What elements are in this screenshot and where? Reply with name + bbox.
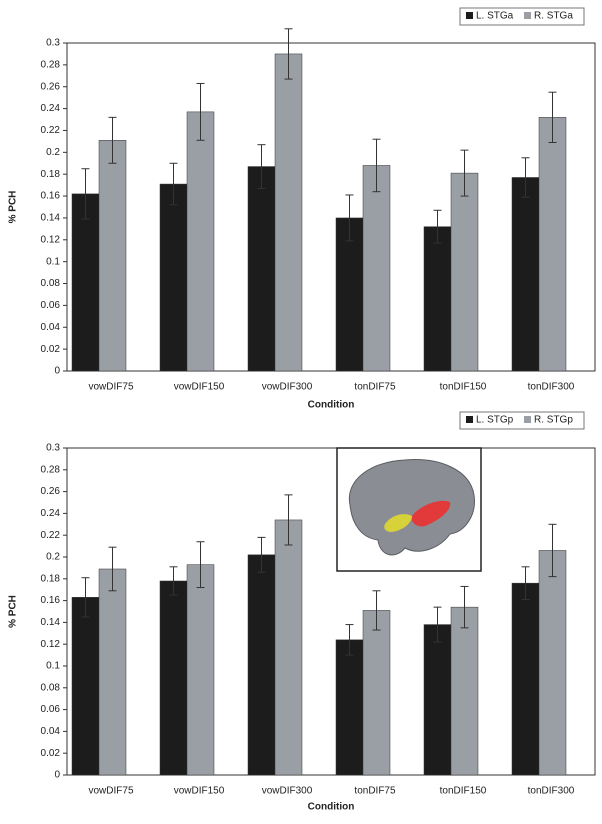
bar	[538, 550, 567, 776]
y-axis-title: % PCH	[8, 595, 19, 628]
bar	[247, 166, 276, 372]
y-tick-label: 0.24	[41, 508, 61, 519]
bar	[71, 193, 100, 372]
legend-swatch	[524, 416, 531, 423]
y-tick-label: 0	[54, 366, 60, 377]
bar	[159, 580, 188, 776]
bar	[423, 226, 452, 372]
y-tick-label: 0.12	[41, 234, 61, 245]
y-tick-label: 0.2	[46, 147, 60, 158]
bar	[186, 111, 215, 372]
chart: 0 0.02 0.04 0.06 0.08 0.1 0.12 0.14 0.16 0.18 0.2 0…	[8, 7, 596, 411]
bar	[274, 53, 303, 372]
x-tick-label: vowDIF300	[262, 382, 313, 393]
region-posterior	[411, 500, 451, 527]
plot-frame	[66, 447, 596, 776]
y-tick-label: 0.14	[41, 617, 61, 628]
bar	[450, 606, 479, 776]
x-axis-title: Condition	[308, 802, 355, 813]
x-tick-label: vowDIF300	[262, 786, 313, 797]
legend-label: L. STGp	[476, 415, 514, 426]
x-tick-label: vowDIF150	[174, 382, 225, 393]
bar	[186, 564, 215, 776]
chart: 0 0.02 0.04 0.06 0.08 0.1 0.12 0.14 0.16 0.18 0.2 0…	[8, 411, 596, 813]
brain	[348, 459, 475, 556]
legend-frame	[459, 411, 585, 430]
y-tick-label: 0.08	[41, 682, 61, 693]
y-tick-label: 0.16	[41, 595, 61, 606]
y-tick-label: 0	[54, 770, 60, 781]
y-tick-label: 0.16	[41, 191, 61, 202]
y-tick-label: 0.06	[41, 704, 61, 715]
y-tick-label: 0.26	[41, 81, 61, 92]
y-tick-label: 0.3	[46, 38, 60, 49]
plot-frame	[66, 42, 596, 372]
legend-swatch	[466, 12, 473, 19]
y-tick-label: 0.02	[41, 344, 61, 355]
y-tick-label: 0.24	[41, 103, 61, 114]
x-tick-label: vowDIF75	[88, 382, 133, 393]
legend-swatch	[466, 416, 473, 423]
bar	[423, 624, 452, 776]
bar	[98, 140, 127, 372]
y-tick-label: 0.04	[41, 726, 61, 737]
y-tick-label: 0.28	[41, 464, 61, 475]
bar	[538, 117, 567, 372]
y-tick-label: 0.1	[46, 661, 60, 672]
brain-inset	[336, 447, 482, 572]
legend-frame	[459, 7, 585, 26]
region-anterior	[384, 514, 412, 532]
x-tick-label: tonDIF300	[528, 382, 575, 393]
legend-label: R. STGa	[534, 11, 573, 22]
bar	[362, 610, 391, 776]
bar	[335, 639, 364, 776]
y-tick-label: 0.18	[41, 573, 61, 584]
x-tick-label: tonDIF150	[440, 382, 487, 393]
bar	[450, 172, 479, 372]
bar	[511, 177, 540, 372]
y-tick-label: 0.2	[46, 552, 60, 563]
bar	[362, 165, 391, 372]
bar	[247, 554, 276, 776]
bar	[274, 519, 303, 776]
y-tick-label: 0.22	[41, 530, 61, 541]
y-tick-label: 0.02	[41, 748, 61, 759]
legend-label: L. STGa	[476, 11, 514, 22]
y-tick-label: 0.1	[46, 256, 60, 267]
y-tick-label: 0.26	[41, 486, 61, 497]
y-tick-label: 0.04	[41, 322, 61, 333]
y-tick-label: 0.14	[41, 213, 61, 224]
bar	[511, 582, 540, 776]
y-axis-title: % PCH	[8, 191, 19, 224]
legend: L. STGp R. STGp	[459, 411, 585, 430]
legend: L. STGa R. STGa	[459, 7, 585, 26]
x-tick-label: tonDIF75	[354, 786, 396, 797]
bar	[98, 568, 127, 776]
legend-swatch	[524, 12, 531, 19]
bar	[159, 183, 188, 372]
y-tick-label: 0.3	[46, 443, 60, 454]
bar	[71, 597, 100, 776]
x-tick-label: vowDIF150	[174, 786, 225, 797]
y-tick-label: 0.22	[41, 125, 61, 136]
x-axis-title: Condition	[308, 400, 355, 411]
y-tick-label: 0.06	[41, 300, 61, 311]
x-tick-label: tonDIF300	[528, 786, 575, 797]
legend-label: R. STGp	[534, 415, 573, 426]
y-tick-label: 0.28	[41, 60, 61, 71]
y-tick-label: 0.18	[41, 169, 61, 180]
x-tick-label: tonDIF75	[354, 382, 396, 393]
y-tick-label: 0.12	[41, 639, 61, 650]
x-tick-label: tonDIF150	[440, 786, 487, 797]
x-tick-label: vowDIF75	[88, 786, 133, 797]
y-tick-label: 0.08	[41, 278, 61, 289]
